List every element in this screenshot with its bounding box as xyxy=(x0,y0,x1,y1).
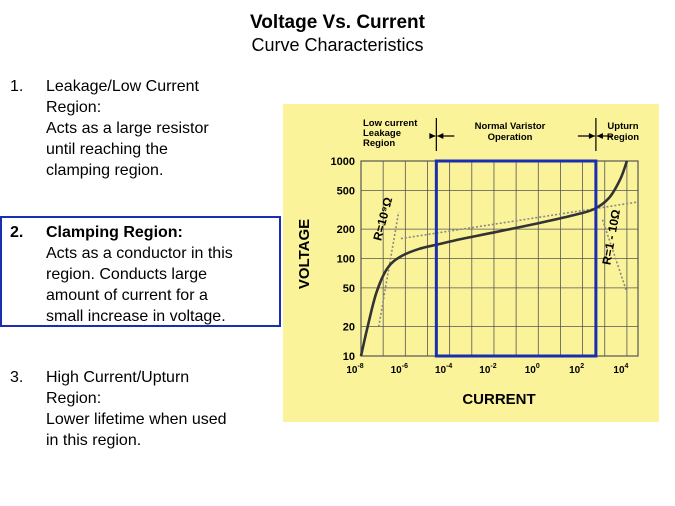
arrow-left-region-head xyxy=(429,133,436,139)
list-item-clamping: 2. Clamping Region: Acts as a conductor … xyxy=(10,222,280,326)
arrow-middle-left-head xyxy=(437,133,444,139)
region-label-left: Leakage xyxy=(363,128,401,139)
region-label-middle: Operation xyxy=(488,132,533,143)
region-label-middle: Normal Varistor xyxy=(475,121,546,132)
highlight-box xyxy=(0,216,281,327)
list-number: 2. xyxy=(10,224,24,241)
page-subtitle: Curve Characteristics xyxy=(251,35,424,55)
y-tick-label: 20 xyxy=(343,322,355,334)
list-heading: Clamping Region: xyxy=(46,224,183,241)
x-tick-label: 10-8 xyxy=(346,363,363,376)
x-tick-label: 100 xyxy=(525,363,540,376)
vi-chart-panel: 1000 500 200 100 50 20 10 10-8 10-6 10-4 10-2 100 10… xyxy=(283,104,659,422)
list-line: Region: xyxy=(46,390,102,407)
y-tick-label: 100 xyxy=(337,254,355,266)
x-tick-label: 10-2 xyxy=(479,363,496,376)
right-slope-line xyxy=(601,219,628,293)
x-tick-label: 10-4 xyxy=(435,363,452,376)
x-axis-label: CURRENT xyxy=(462,391,535,408)
list-line: region. Conducts large xyxy=(46,266,207,283)
list-line: small increase in voltage. xyxy=(46,308,226,325)
normal-operation-box xyxy=(434,159,598,358)
x-tick-label: 102 xyxy=(569,363,584,376)
x-tick-label: 10-6 xyxy=(391,363,408,376)
y-tick-label: 1000 xyxy=(331,156,355,168)
list-line: Acts as a conductor in this xyxy=(46,245,233,262)
arrow-right-region-head xyxy=(596,133,603,139)
left-slope-annotation: R=10⁹Ω xyxy=(370,195,395,242)
list-line: clamping region. xyxy=(46,162,164,179)
list-number: 3. xyxy=(10,369,24,386)
region-label-left: Region xyxy=(363,138,395,149)
y-tick-label: 500 xyxy=(337,185,355,197)
y-tick-label: 10 xyxy=(343,351,355,363)
list-line: until reaching the xyxy=(46,141,168,158)
list-line: Region: xyxy=(46,99,102,116)
list-heading: Leakage/Low Current xyxy=(46,78,199,95)
arrow-middle-right-head xyxy=(588,133,595,139)
region-label-right: Region xyxy=(607,132,639,143)
list-line: amount of current for a xyxy=(46,287,208,304)
list-item-upturn: 3. High Current/Upturn Region: Lower lif… xyxy=(10,367,280,457)
right-slope-annotation: R=1 - 10Ω xyxy=(599,208,623,266)
x-tick-label: 104 xyxy=(613,363,628,376)
y-tick-label: 50 xyxy=(343,283,355,295)
list-number: 1. xyxy=(10,78,24,95)
region-label-right: Upturn xyxy=(607,121,638,132)
list-line: Lower lifetime when used xyxy=(46,411,227,428)
list-line: Acts as a large resistor xyxy=(46,120,209,137)
region-label-left: Low current xyxy=(363,118,418,129)
list-line: in this region. xyxy=(46,432,142,449)
page-title: Voltage Vs. Current xyxy=(250,12,425,33)
y-tick-label: 200 xyxy=(337,224,355,236)
list-heading: High Current/Upturn xyxy=(46,369,190,386)
list-item-leakage: 1. Leakage/Low Current Region: Acts as a… xyxy=(10,76,280,186)
left-slope-line xyxy=(377,211,400,327)
vi-curve xyxy=(359,160,629,357)
y-axis-label: VOLTAGE xyxy=(296,219,313,289)
